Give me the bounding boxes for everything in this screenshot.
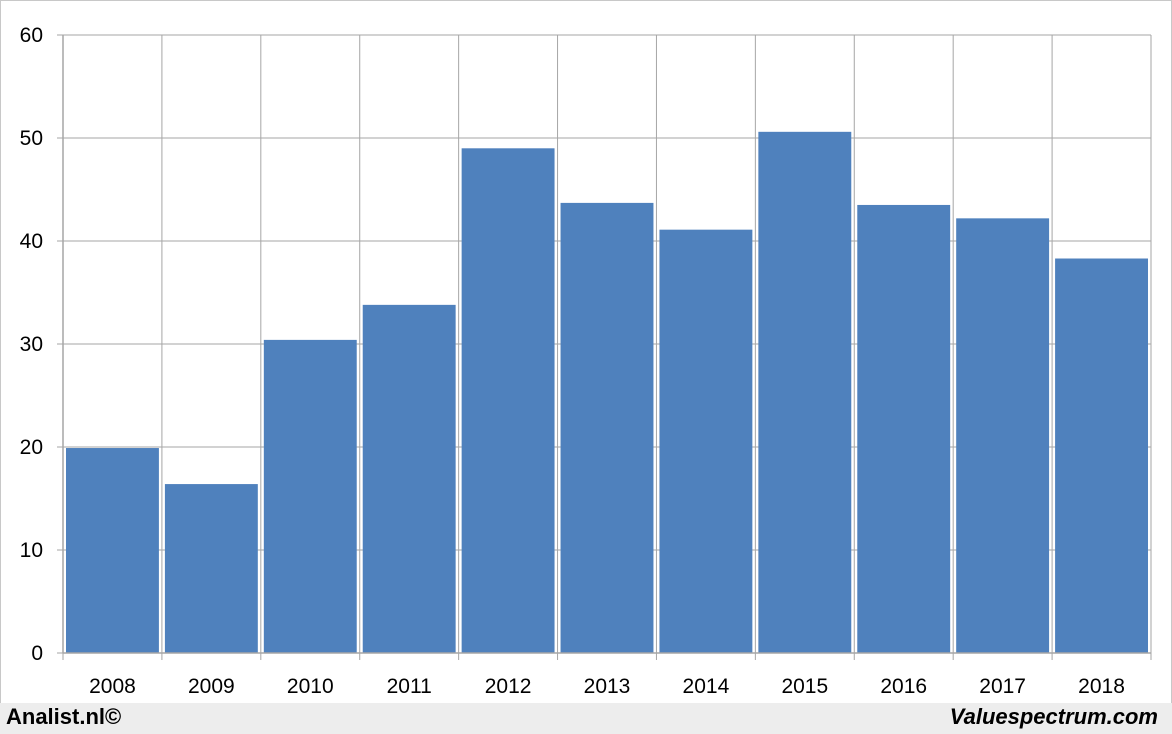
x-tick-labels: 2008 2009 2010 2011 2012 2013 2014 2015 2016 2017… bbox=[89, 675, 1125, 698]
bar-2009 bbox=[164, 484, 258, 653]
y-tick-label: 30 bbox=[20, 333, 43, 356]
bar-2014 bbox=[659, 229, 753, 654]
source-credit-left: Analist.nl© bbox=[6, 704, 122, 729]
y-tick-label: 60 bbox=[20, 24, 43, 47]
x-tick-label: 2009 bbox=[188, 675, 235, 698]
source-credit-right: Valuespectrum.com bbox=[949, 704, 1158, 729]
grid-lines bbox=[62, 34, 1152, 660]
y-tick-label: 10 bbox=[20, 539, 43, 562]
footer-bar: Analist.nl© Valuespectrum.com bbox=[0, 703, 1172, 734]
y-tick-label: 50 bbox=[20, 127, 43, 150]
bar-2012 bbox=[461, 148, 555, 654]
x-tick-label: 2018 bbox=[1078, 675, 1125, 698]
axes bbox=[57, 34, 1151, 654]
bar-2013 bbox=[560, 202, 654, 653]
y-tick-label: 0 bbox=[31, 642, 43, 665]
bar-2016 bbox=[857, 204, 951, 653]
bar-2010 bbox=[263, 339, 357, 653]
y-tick-labels: 0 10 20 30 40 50 60 bbox=[20, 24, 43, 665]
x-tick-label: 2016 bbox=[880, 675, 927, 698]
bars bbox=[66, 131, 1148, 654]
x-tick-label: 2014 bbox=[683, 675, 730, 698]
x-tick-label: 2013 bbox=[584, 675, 631, 698]
bar-2011 bbox=[362, 304, 456, 653]
y-tick-label: 20 bbox=[20, 436, 43, 459]
bar-2018 bbox=[1055, 258, 1148, 653]
bar-2017 bbox=[956, 218, 1050, 653]
x-tick-label: 2008 bbox=[89, 675, 136, 698]
y-tick-label: 40 bbox=[20, 230, 43, 253]
bar-2008 bbox=[66, 448, 159, 653]
x-tick-label: 2017 bbox=[979, 675, 1026, 698]
x-tick-label: 2011 bbox=[387, 675, 432, 698]
x-tick-label: 2010 bbox=[287, 675, 334, 698]
x-tick-label: 2012 bbox=[485, 675, 532, 698]
chart-frame: 0 10 20 30 40 50 60 2008 2009 2010 2011 2012 2013 20… bbox=[0, 0, 1172, 704]
x-tick-label: 2015 bbox=[781, 675, 828, 698]
bar-2015 bbox=[758, 131, 852, 653]
